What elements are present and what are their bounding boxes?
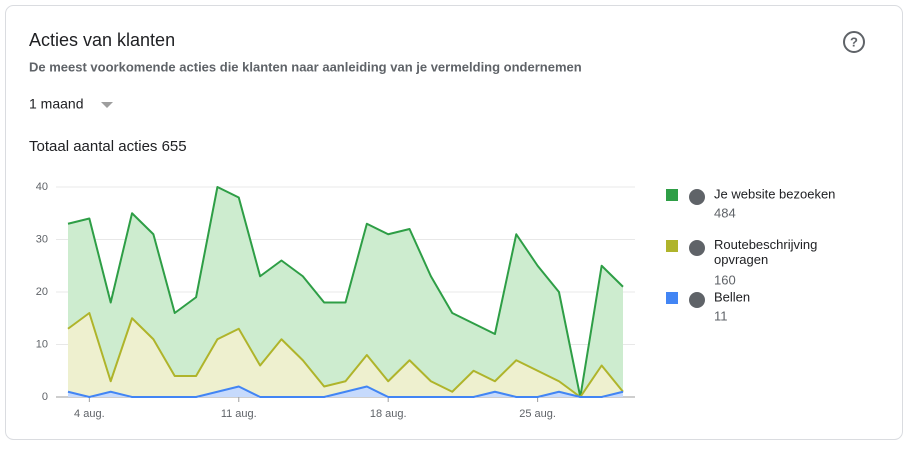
- legend-icon: [689, 292, 705, 308]
- legend-total: 484: [714, 205, 736, 220]
- legend-swatch: [666, 292, 678, 304]
- card-title: Acties van klanten: [29, 30, 175, 50]
- x-tick-label: 4 aug.: [74, 408, 105, 420]
- x-tick-label: 25 aug.: [519, 408, 556, 420]
- y-tick-label: 0: [42, 391, 48, 403]
- y-tick-label: 30: [36, 233, 48, 245]
- y-tick-label: 20: [36, 286, 48, 298]
- line: [67, 186, 624, 398]
- legend-total: 160: [714, 272, 736, 287]
- legend-total: 11: [714, 308, 728, 323]
- x-tick-label: 18 aug.: [370, 408, 407, 420]
- total-label: Totaal aantal acties 655: [29, 138, 187, 155]
- help-mark[interactable]: ?: [850, 34, 858, 49]
- legend-icon: [689, 189, 705, 205]
- period-label[interactable]: 1 maand: [29, 96, 83, 112]
- help-circle[interactable]: [843, 31, 865, 53]
- x-tick-label: 11 aug.: [221, 408, 257, 420]
- legend-icon: [689, 240, 705, 256]
- card-subtitle: De meest voorkomende acties die klanten …: [29, 59, 582, 74]
- help-icon[interactable]: ?: [843, 31, 865, 53]
- legend-label: Je website bezoeken: [714, 186, 835, 201]
- legend-label: Bellen: [714, 289, 750, 304]
- legend-swatch: [666, 189, 678, 201]
- dropdown-arrow[interactable]: [101, 102, 113, 108]
- legend-label: Routebeschrijving opvragen: [714, 237, 817, 267]
- legend-swatch: [666, 240, 678, 252]
- line: [67, 312, 624, 398]
- y-tick-label: 10: [36, 338, 48, 350]
- period-dropdown[interactable]: 1 maand: [29, 96, 113, 112]
- area: [68, 187, 623, 397]
- y-tick-label: 40: [36, 181, 48, 193]
- line: [67, 385, 624, 398]
